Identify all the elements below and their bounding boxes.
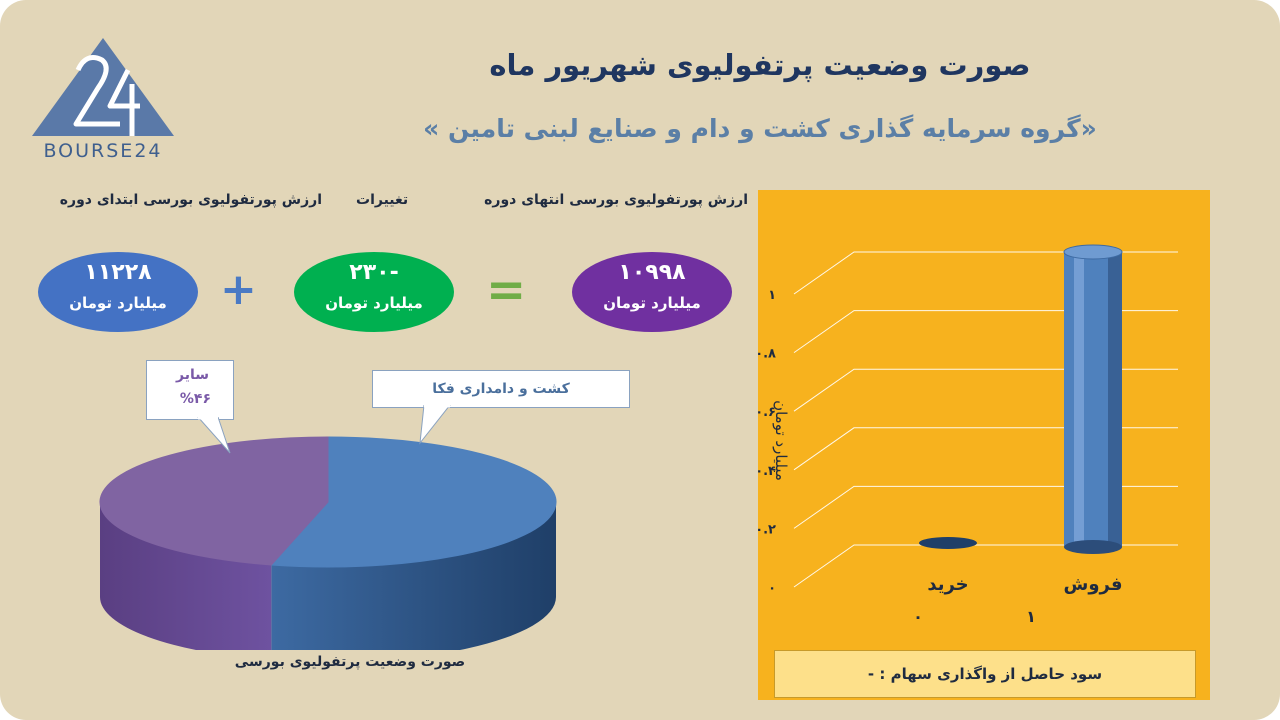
pie-caption: صورت وضعیت پرتفولیوی بورسی (234, 654, 466, 670)
change-value-oval: -۲۳۰ میلیارد تومان (294, 252, 454, 332)
bar-chart-panel: ۰ ۰.۲ ۰.۴ ۰.۶ ۰.۸ ۱ میلیارد تومان خرید ۰ فروش ۱ (755, 190, 1210, 700)
start-value-label: ارزش پورتفولیوی بورسی ابتدای دوره (59, 192, 322, 208)
data-label: ۱ (1026, 607, 1036, 626)
pie-slice-2 (99, 436, 329, 566)
pie-callout-other-pct: %۴۶ (179, 391, 211, 407)
pie-slice-side-1 (271, 502, 556, 650)
logo-triangle-icon (32, 38, 174, 136)
equals-icon: = (486, 262, 527, 318)
y-tick-label: ۰ (768, 581, 776, 596)
y-tick-label: ۰.۴ (758, 464, 776, 479)
data-label: ۰ (913, 607, 923, 626)
category-label: فروش (1063, 574, 1122, 595)
end-value-oval: ۱۰۹۹۸ میلیارد تومان (572, 252, 732, 332)
change-value-unit: میلیارد تومان (325, 294, 423, 312)
start-value-unit: میلیارد تومان (69, 294, 167, 312)
y-tick-label: ۰.۶ (758, 405, 776, 420)
page-title: صورت وضعیت پرتفولیوی شهریور ماه (489, 48, 1031, 82)
category-label: خرید (927, 574, 968, 595)
y-tick-label: ۰.۲ (758, 522, 776, 537)
callout-other-pointer (197, 417, 231, 454)
pie-slice-1 (270, 436, 557, 568)
change-value: -۲۳۰ (349, 260, 399, 285)
end-value-unit: میلیارد تومان (603, 294, 701, 312)
page-subtitle: «گروه سرمایه گذاری کشت و دام و صنایع لبن… (423, 114, 1097, 143)
bar-2 (1063, 244, 1123, 554)
bourse24-logo: BOURSE24 (28, 36, 178, 166)
pie-slice-side-2 (100, 502, 272, 650)
portfolio-pie-chart (99, 436, 557, 650)
end-value-label: ارزش پورتفولیوی بورسی انتهای دوره (484, 192, 748, 208)
pie-callout-other-name: سایر (176, 367, 209, 383)
start-value-oval: ۱۱۲۲۸ میلیارد تومان (38, 252, 198, 332)
pie-callout-main: کشت و دامداری فکا (372, 370, 630, 408)
y-tick-label: ۱ (768, 288, 776, 303)
y-tick-label: ۰.۸ (758, 347, 776, 362)
change-label: تغییرات (356, 192, 409, 208)
callout-main-pointer (419, 405, 451, 445)
logo-wordmark: BOURSE24 (43, 140, 163, 162)
start-value: ۱۱۲۲۸ (84, 260, 152, 285)
bar-1 (919, 537, 977, 549)
footnote-box: سود حاصل از واگذاری سهام : - (774, 650, 1196, 698)
plus-icon: + (220, 264, 257, 315)
pie-callout-other: سایر %۴۶ (146, 360, 234, 420)
end-value: ۱۰۹۹۸ (618, 260, 686, 285)
y-axis-label: میلیارد تومان (772, 400, 790, 481)
